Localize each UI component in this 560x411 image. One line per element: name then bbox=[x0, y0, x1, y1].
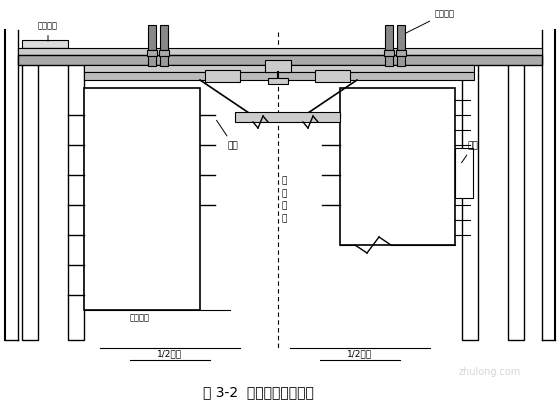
Bar bbox=[205, 70, 240, 82]
Text: zhulong.com: zhulong.com bbox=[459, 367, 521, 377]
Text: 1/2墩底: 1/2墩底 bbox=[157, 349, 183, 358]
Bar bbox=[68, 58, 84, 340]
Bar bbox=[148, 25, 156, 50]
Bar bbox=[159, 50, 169, 56]
Bar bbox=[455, 148, 473, 198]
Bar bbox=[235, 112, 340, 122]
Bar bbox=[384, 50, 394, 56]
Bar bbox=[508, 58, 524, 340]
Bar bbox=[385, 56, 393, 66]
Bar bbox=[315, 70, 350, 82]
Bar bbox=[84, 88, 200, 310]
Bar bbox=[268, 78, 288, 84]
Bar bbox=[397, 25, 405, 50]
Text: 吊架: 吊架 bbox=[217, 120, 239, 150]
Text: 盖台顶面: 盖台顶面 bbox=[130, 313, 150, 322]
Bar bbox=[18, 55, 542, 65]
Text: 截
中
心
线: 截 中 心 线 bbox=[282, 177, 287, 223]
Bar bbox=[160, 25, 168, 50]
Bar bbox=[340, 88, 455, 245]
Bar bbox=[160, 56, 168, 66]
Bar bbox=[84, 72, 474, 80]
Bar bbox=[147, 50, 157, 56]
Bar bbox=[22, 58, 38, 340]
Text: 图 3-2  圆端形翻模总装图: 图 3-2 圆端形翻模总装图 bbox=[203, 385, 314, 399]
Bar bbox=[396, 50, 406, 56]
Bar bbox=[84, 65, 474, 72]
Bar bbox=[265, 60, 291, 72]
Text: 模板: 模板 bbox=[461, 141, 479, 163]
Text: 作业平台: 作业平台 bbox=[38, 21, 58, 41]
Bar bbox=[385, 25, 393, 50]
Bar bbox=[22, 40, 68, 48]
Bar bbox=[148, 56, 156, 66]
Bar bbox=[18, 48, 542, 55]
Text: 提升系统: 提升系统 bbox=[403, 9, 455, 35]
Bar bbox=[397, 56, 405, 66]
Text: 1/2墩顶: 1/2墩顶 bbox=[347, 349, 372, 358]
Bar bbox=[462, 58, 478, 340]
